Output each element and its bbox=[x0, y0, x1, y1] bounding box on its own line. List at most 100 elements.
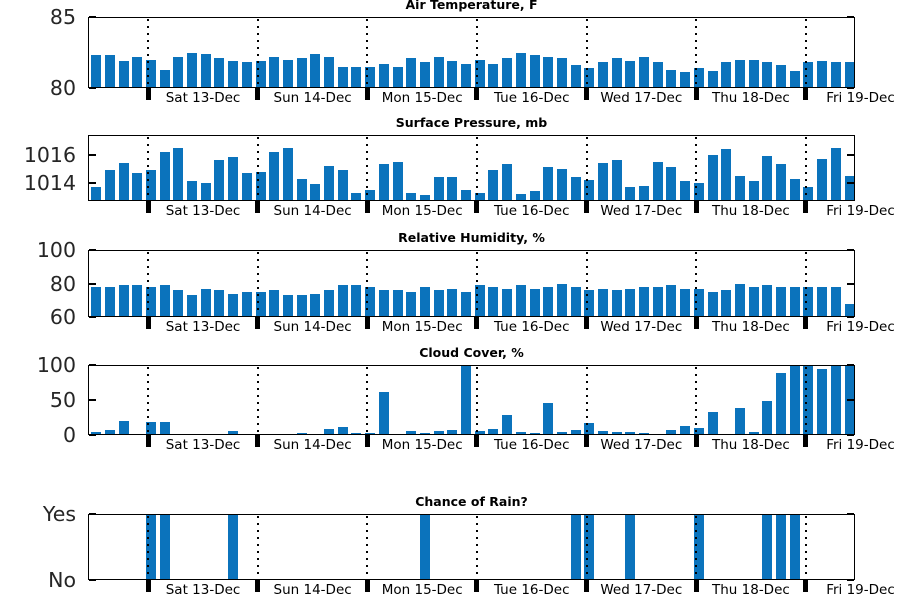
y-tick-mark bbox=[89, 153, 96, 156]
bar bbox=[228, 157, 239, 201]
day-tick bbox=[474, 580, 480, 592]
bar bbox=[228, 61, 239, 88]
day-label: Mon 15-Dec bbox=[381, 437, 463, 453]
day-tick bbox=[803, 435, 809, 447]
bar bbox=[693, 428, 704, 435]
day-gridline bbox=[147, 516, 150, 578]
bar bbox=[529, 432, 540, 435]
y-tick-mark bbox=[847, 434, 854, 436]
bar bbox=[337, 66, 348, 88]
bar bbox=[91, 431, 102, 435]
bar bbox=[433, 56, 444, 88]
day-gridline bbox=[475, 252, 478, 315]
bar bbox=[228, 430, 239, 435]
bar bbox=[351, 432, 362, 435]
bar bbox=[488, 428, 499, 435]
bar bbox=[419, 195, 430, 201]
bar bbox=[365, 432, 376, 435]
bar bbox=[351, 66, 362, 88]
bar bbox=[570, 515, 581, 580]
bar bbox=[378, 63, 389, 88]
bar bbox=[255, 171, 266, 201]
day-gridline bbox=[256, 252, 259, 315]
bar bbox=[502, 415, 513, 435]
bar bbox=[721, 433, 732, 435]
bar bbox=[91, 55, 102, 88]
bar bbox=[392, 433, 403, 435]
day-label: Sun 14-Dec bbox=[273, 203, 352, 219]
bar bbox=[789, 286, 800, 317]
bar bbox=[447, 430, 458, 435]
y-tick-mark bbox=[847, 153, 854, 156]
bar bbox=[392, 161, 403, 201]
bar bbox=[707, 154, 718, 201]
bar bbox=[652, 286, 663, 317]
day-tick bbox=[803, 580, 809, 592]
day-label: Wed 17-Dec bbox=[600, 319, 683, 335]
bar bbox=[625, 432, 636, 435]
bar bbox=[611, 290, 622, 317]
bar bbox=[310, 53, 321, 88]
bar bbox=[625, 61, 636, 88]
bar bbox=[447, 177, 458, 201]
bar bbox=[146, 421, 156, 435]
day-label: Tue 16-Dec bbox=[493, 582, 570, 598]
y-tick-label: 1016 bbox=[23, 142, 76, 167]
y-tick-label: Yes bbox=[42, 502, 76, 526]
day-gridline bbox=[256, 19, 259, 86]
bar bbox=[200, 53, 211, 88]
y-tick-mark bbox=[89, 579, 96, 581]
day-tick bbox=[803, 317, 809, 329]
bar bbox=[830, 366, 841, 435]
bar bbox=[597, 430, 608, 435]
bar bbox=[529, 55, 540, 88]
day-label: Tue 16-Dec bbox=[493, 437, 570, 453]
bar bbox=[597, 288, 608, 317]
bar bbox=[543, 402, 554, 435]
day-gridline bbox=[256, 137, 259, 199]
day-gridline bbox=[475, 137, 478, 199]
panel-title: Air Temperature, F bbox=[405, 0, 538, 12]
bar bbox=[639, 432, 650, 435]
bar bbox=[146, 286, 156, 317]
bar bbox=[296, 432, 307, 435]
y-tick-mark bbox=[89, 282, 96, 285]
bar bbox=[680, 425, 691, 435]
bar bbox=[817, 286, 828, 317]
bar bbox=[707, 70, 718, 88]
day-tick bbox=[693, 201, 699, 213]
day-label: Fri 19-Dec bbox=[826, 437, 895, 453]
bar bbox=[461, 366, 472, 435]
day-label: Thu 18-Dec bbox=[711, 203, 790, 219]
bar bbox=[447, 288, 458, 317]
bar bbox=[570, 177, 581, 201]
bar bbox=[748, 286, 759, 317]
y-tick-mark bbox=[847, 399, 854, 401]
bar bbox=[666, 69, 677, 88]
day-label: Sun 14-Dec bbox=[273, 90, 352, 106]
bar bbox=[392, 290, 403, 317]
day-label: Wed 17-Dec bbox=[600, 582, 683, 598]
bar bbox=[255, 61, 266, 88]
bar bbox=[118, 61, 129, 88]
bar bbox=[639, 185, 650, 201]
bar bbox=[748, 59, 759, 88]
bar bbox=[187, 52, 198, 88]
bar bbox=[721, 62, 732, 88]
bar bbox=[324, 290, 335, 317]
bar bbox=[789, 178, 800, 201]
bar bbox=[406, 58, 417, 88]
bar bbox=[817, 158, 828, 201]
day-tick bbox=[364, 435, 370, 447]
bar bbox=[515, 52, 526, 88]
bar bbox=[817, 369, 828, 435]
bar bbox=[556, 283, 567, 317]
bar bbox=[529, 288, 540, 317]
day-tick bbox=[255, 580, 261, 592]
bar bbox=[173, 290, 184, 317]
day-tick bbox=[364, 201, 370, 213]
bar bbox=[680, 72, 691, 88]
y-tick-label: 50 bbox=[49, 388, 76, 412]
day-label: Wed 17-Dec bbox=[600, 90, 683, 106]
bar bbox=[118, 421, 129, 435]
